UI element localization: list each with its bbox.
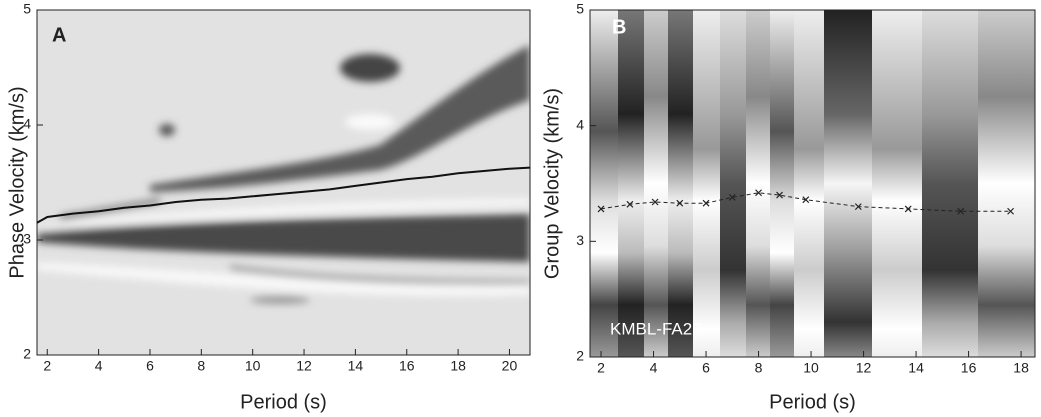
x-tick-label: 4 <box>95 358 103 374</box>
x-tick-label: 4 <box>650 360 658 376</box>
x-axis-label: Period (s) <box>769 391 856 413</box>
x-tick-label: 12 <box>296 358 312 374</box>
pick-marker <box>676 199 684 207</box>
x-tick-label: 16 <box>961 360 977 376</box>
panel-label: A <box>52 24 66 46</box>
frame-a <box>36 9 531 356</box>
x-tick-label: 14 <box>908 360 924 376</box>
x-tick-label: 2 <box>43 358 51 374</box>
pick-marker <box>755 189 762 197</box>
frame-b <box>589 9 1036 358</box>
y-tick-label: 2 <box>23 346 31 362</box>
y-tick-label: 2 <box>576 348 584 364</box>
y-tick-label: 4 <box>576 116 584 132</box>
x-tick-label: 6 <box>146 358 154 374</box>
x-tick-label: 16 <box>399 358 415 374</box>
x-tick-label: 10 <box>803 360 819 376</box>
x-tick-label: 8 <box>755 360 763 376</box>
panel-label: B <box>612 16 626 38</box>
x-axis-label: Period (s) <box>240 391 327 413</box>
x-tick-label: 8 <box>197 358 205 374</box>
pick-marker <box>802 196 810 204</box>
pick-marker <box>776 191 783 199</box>
phase-image <box>37 10 530 355</box>
x-tick-label: 12 <box>856 360 872 376</box>
y-tick-label: 3 <box>23 231 31 247</box>
group-image <box>590 10 1035 357</box>
pick-marker <box>651 198 659 206</box>
x-tick-label: 20 <box>502 358 518 374</box>
x-tick-label: 10 <box>245 358 261 374</box>
x-tick-label: 14 <box>348 358 364 374</box>
pick-marker <box>904 205 912 213</box>
pick-marker <box>626 200 634 208</box>
pick-marker <box>702 199 710 207</box>
y-tick-label: 5 <box>23 1 31 17</box>
pick-marker <box>1007 207 1015 215</box>
y-tick-label: 4 <box>23 116 31 132</box>
y-tick-label: 3 <box>576 232 584 248</box>
y-axis-label: Group Velocity (km/s) <box>541 88 563 279</box>
pick-marker <box>957 207 965 215</box>
curve <box>36 166 531 224</box>
x-tick-label: 2 <box>597 360 605 376</box>
x-tick-label: 6 <box>702 360 710 376</box>
station-label: KMBL-FA22 <box>610 319 702 338</box>
y-tick-label: 5 <box>576 1 584 17</box>
x-tick-label: 18 <box>1013 360 1029 376</box>
pick-marker <box>728 193 736 201</box>
pick-marker <box>854 203 862 211</box>
x-tick-label: 18 <box>450 358 466 374</box>
y-axis-label: Phase Velocity (km/s) <box>6 86 28 278</box>
pick-marker <box>597 205 605 213</box>
